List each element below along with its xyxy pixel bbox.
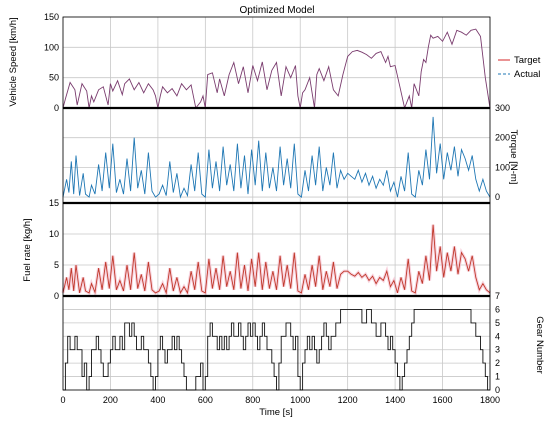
legend: Target Actual bbox=[498, 55, 541, 80]
xlabel: Time [s] bbox=[259, 407, 292, 418]
ytick-label: 4 bbox=[495, 331, 500, 341]
ylabel-speed: Vehicle Speed [km/h] bbox=[8, 17, 19, 106]
series-line-target bbox=[62, 224, 491, 295]
xtick-label: 1200 bbox=[338, 395, 358, 405]
ytick-label: 5 bbox=[54, 260, 59, 270]
xtick-label: 1400 bbox=[385, 395, 405, 405]
xtick-label: 400 bbox=[150, 395, 165, 405]
ytick-label: 150 bbox=[44, 12, 59, 22]
xtick-label: 1800 bbox=[480, 395, 500, 405]
xtick-label: 1000 bbox=[290, 395, 310, 405]
ytick-label: 100 bbox=[495, 162, 510, 172]
ytick-label: 6 bbox=[495, 304, 500, 314]
ytick-label: 0 bbox=[495, 385, 500, 395]
ytick-label: 0 bbox=[54, 103, 59, 113]
ytick-label: 200 bbox=[495, 133, 510, 143]
series-lines bbox=[61, 28, 492, 391]
xtick-label: 0 bbox=[60, 395, 65, 405]
ytick-label: 0 bbox=[54, 291, 59, 301]
ytick-label: 3 bbox=[495, 345, 500, 355]
ytick-label: 7 bbox=[495, 291, 500, 301]
ytick-label: 10 bbox=[49, 229, 59, 239]
ylabel-torque: Torque [N-m] bbox=[508, 130, 519, 185]
xtick-label: 1600 bbox=[433, 395, 453, 405]
xtick-label: 200 bbox=[103, 395, 118, 405]
ytick-label: 2 bbox=[495, 358, 500, 368]
ytick-label: 0 bbox=[495, 192, 500, 202]
ylabel-fuel: Fuel rate [kg/h] bbox=[22, 218, 33, 281]
ytick-label: 50 bbox=[49, 73, 59, 83]
legend-label-target: Target bbox=[514, 55, 541, 66]
panel-frame bbox=[62, 295, 491, 391]
chart-title: Optimized Model bbox=[239, 5, 314, 16]
ytick-label: 300 bbox=[495, 103, 510, 113]
ytick-label: 15 bbox=[49, 198, 59, 208]
ytick-label: 1 bbox=[495, 372, 500, 382]
series-line-gear bbox=[63, 308, 490, 391]
series-line-target bbox=[62, 28, 491, 110]
panel-frames bbox=[62, 16, 491, 391]
ytick-label: 100 bbox=[44, 42, 59, 52]
xtick-label: 800 bbox=[245, 395, 260, 405]
xtick-label: 600 bbox=[198, 395, 213, 405]
ytick-label: 5 bbox=[495, 318, 500, 328]
ylabel-gear: Gear Number bbox=[534, 316, 545, 374]
legend-label-actual: Actual bbox=[514, 69, 540, 80]
series-line-actual bbox=[62, 116, 491, 199]
